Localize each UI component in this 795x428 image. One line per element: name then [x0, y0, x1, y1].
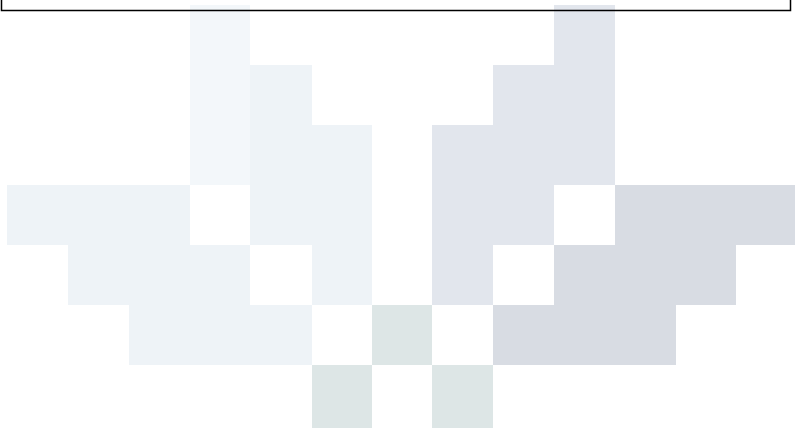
- tile: [615, 185, 795, 245]
- right-wing: [432, 5, 615, 305]
- tile: [250, 65, 312, 185]
- tile: [7, 185, 190, 245]
- tile: [493, 305, 676, 365]
- input-box[interactable]: [0, 0, 792, 12]
- center: [312, 305, 493, 428]
- tile: [250, 185, 312, 245]
- tile: [432, 365, 493, 428]
- tile: [493, 185, 554, 245]
- left-wing: [7, 5, 372, 365]
- tile: [312, 125, 372, 305]
- tile: [493, 65, 554, 185]
- tile: [554, 245, 736, 305]
- tile: [68, 245, 250, 305]
- tile: [432, 125, 493, 305]
- tile: [190, 5, 250, 185]
- tile: [129, 305, 312, 365]
- right-wing-dark: [493, 185, 795, 365]
- tile: [372, 305, 432, 365]
- tile: [312, 365, 372, 428]
- tile: [554, 5, 615, 185]
